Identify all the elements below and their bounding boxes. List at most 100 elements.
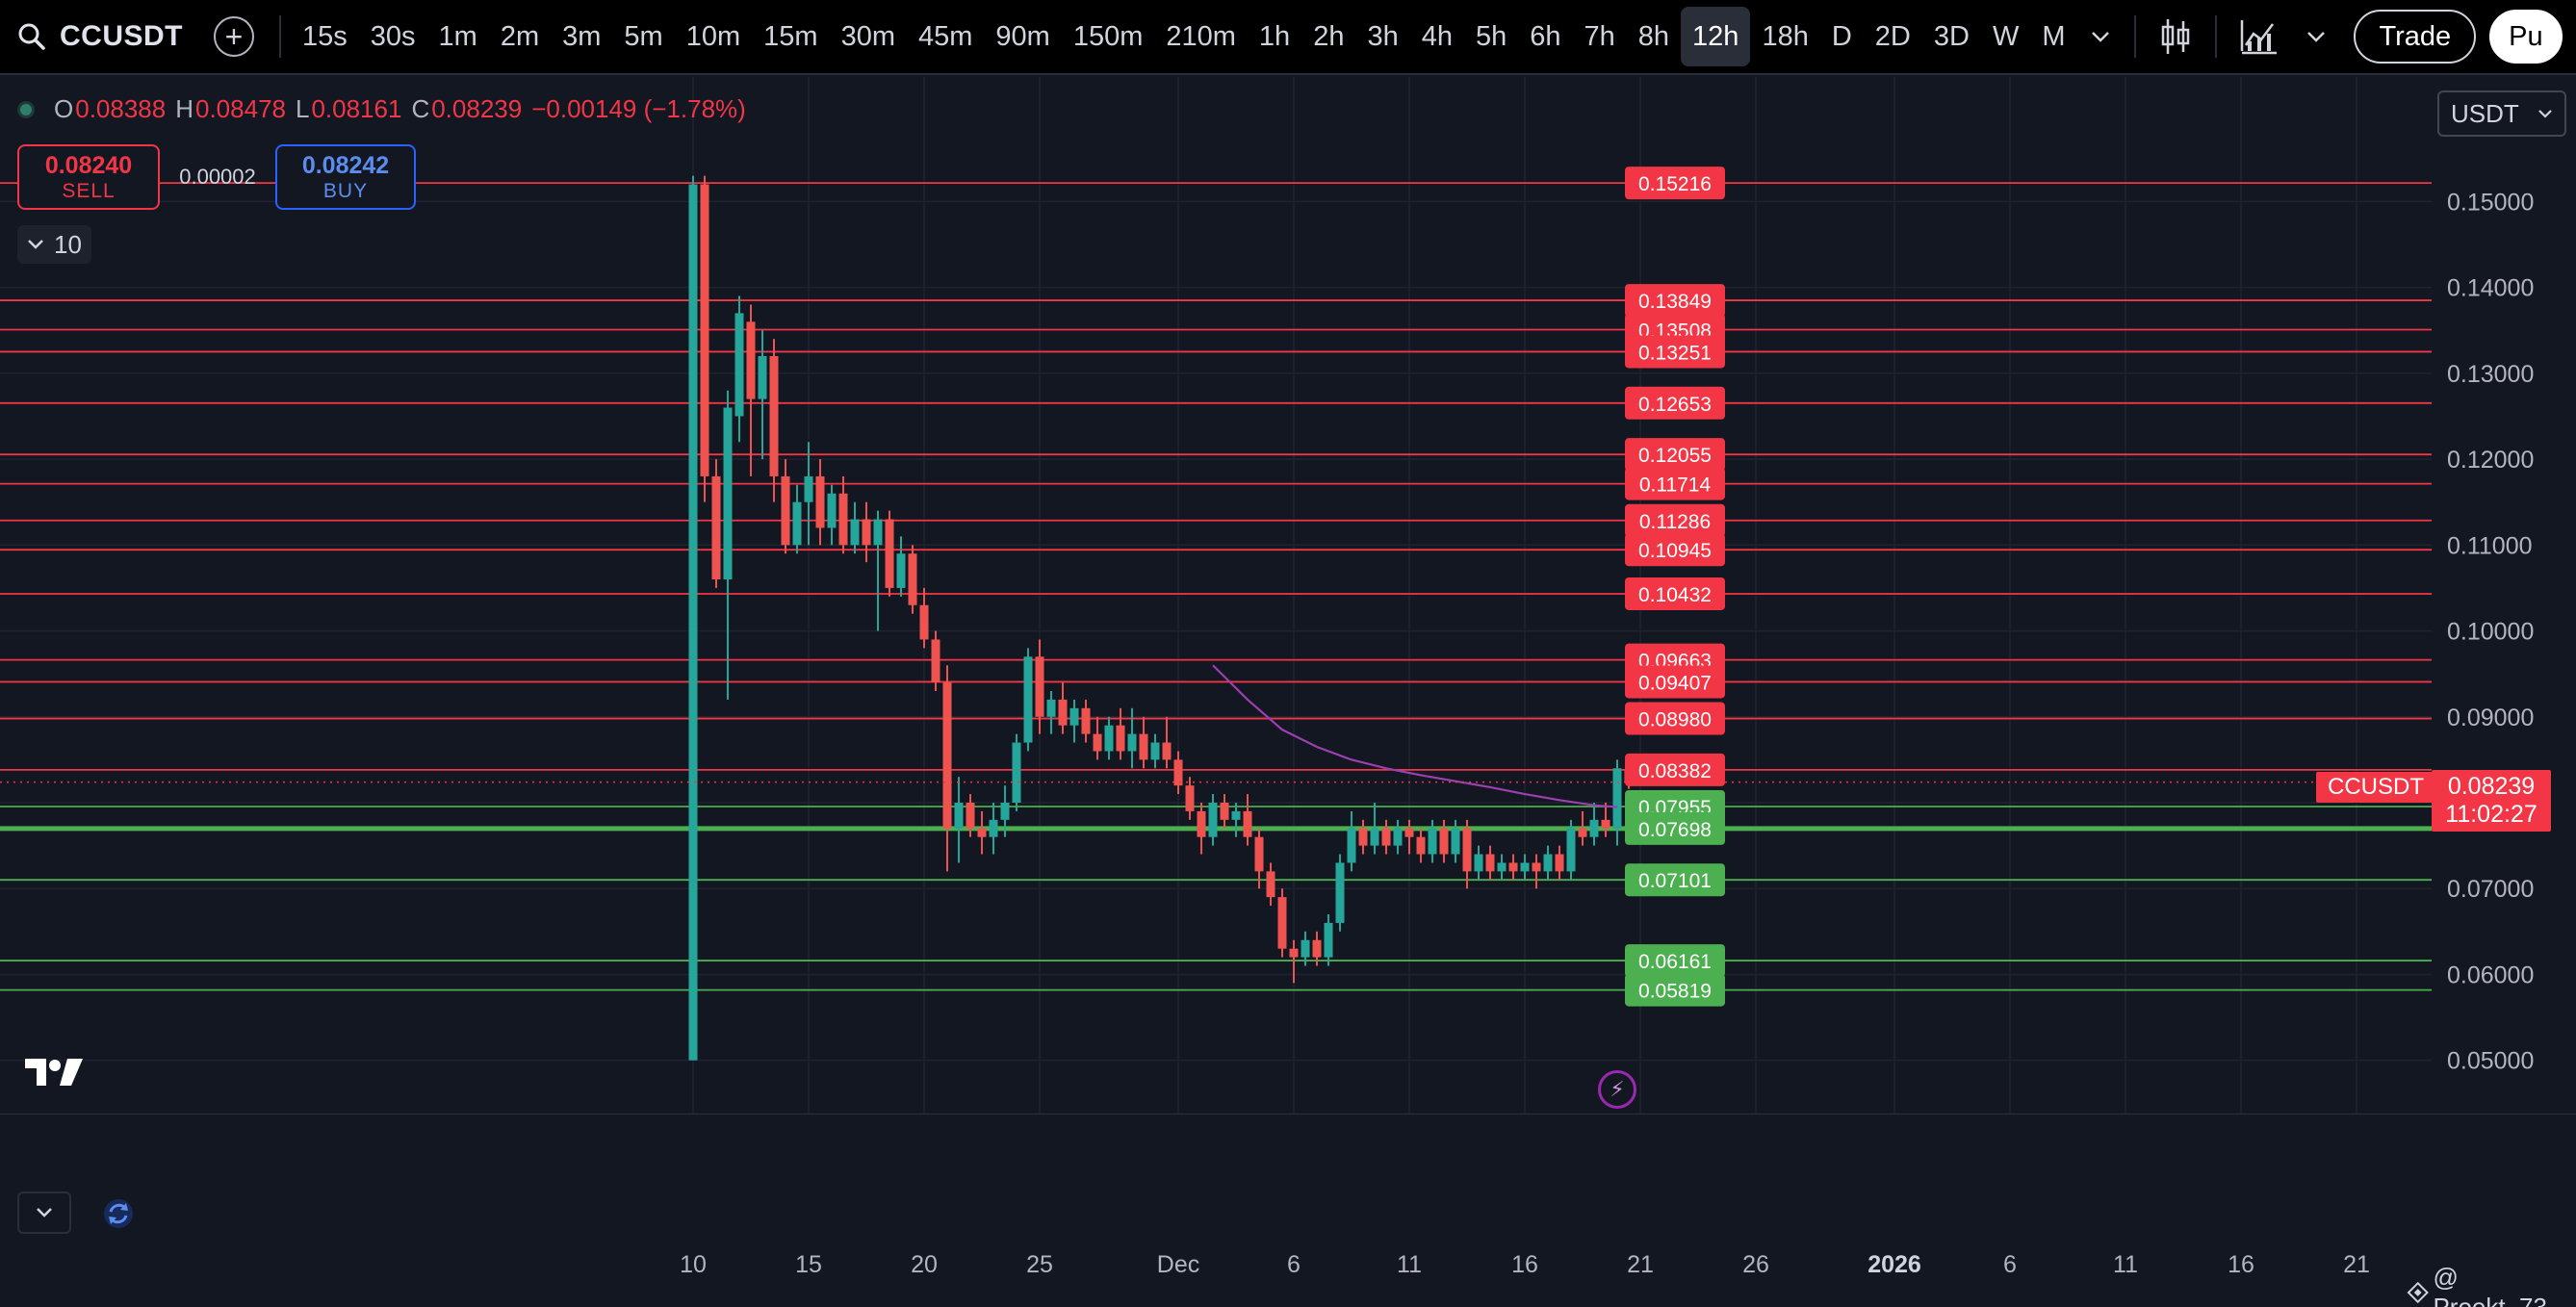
candle <box>1243 794 1252 846</box>
candle <box>1428 819 1437 863</box>
candle-body <box>1023 656 1033 743</box>
chevron-down-icon <box>28 240 43 249</box>
level-label-bg <box>1625 167 1725 200</box>
candle <box>1520 854 1530 881</box>
candle <box>1451 819 1460 863</box>
timeframe-3h[interactable]: 3h <box>1367 20 1399 52</box>
level-label-text: 0.08382 <box>1638 760 1712 782</box>
timeframe-2m[interactable]: 2m <box>500 20 540 52</box>
trade-button[interactable]: Trade <box>2354 10 2477 64</box>
candle-body <box>1254 836 1264 872</box>
timeframe-2D[interactable]: 2D <box>1874 20 1911 52</box>
collapse-panel-button[interactable] <box>17 1192 71 1234</box>
candle-body <box>1589 819 1599 837</box>
level-label-bg <box>1625 973 1725 1007</box>
timeframe-6h[interactable]: 6h <box>1530 20 1561 52</box>
sell-button[interactable]: 0.08240 SELL <box>17 144 160 210</box>
symbol-price-tag: CCUSDT <box>2316 772 2435 803</box>
candle <box>1347 810 1356 872</box>
time-tick-label: 26 <box>1742 1251 1769 1278</box>
timeframe-12h[interactable]: 12h <box>1681 7 1751 66</box>
timeframe-15s[interactable]: 15s <box>302 20 348 52</box>
timeframe-5m[interactable]: 5m <box>624 20 663 52</box>
candle <box>1543 845 1553 881</box>
timeframe-3m[interactable]: 3m <box>562 20 602 52</box>
time-axis[interactable]: 10 15 20 25 Dec 6 11 16 21 26 2026 6 11 16 21 <box>0 1222 2576 1304</box>
refresh-button[interactable] <box>102 1197 135 1235</box>
candle <box>1508 854 1518 881</box>
indicators-button[interactable] <box>2227 7 2292 66</box>
candle-body <box>815 475 825 528</box>
candle <box>954 777 964 863</box>
timeframe-45m[interactable]: 45m <box>917 20 973 52</box>
level-label: 0.11714 <box>1625 467 1725 500</box>
candle-body <box>711 475 721 579</box>
timeframe-1m[interactable]: 1m <box>438 20 477 52</box>
tradingview-logo-icon <box>25 1059 83 1086</box>
level-label-text: 0.12055 <box>1638 445 1712 467</box>
status-dot <box>17 100 35 118</box>
timeframe-30s[interactable]: 30s <box>370 20 416 52</box>
publish-button[interactable]: Pu <box>2489 10 2563 64</box>
candle-body <box>1347 828 1356 863</box>
timeframe-D[interactable]: D <box>1831 20 1852 52</box>
level-label-bg <box>1625 577 1725 610</box>
candle-body <box>688 184 698 1061</box>
timeframe-M[interactable]: M <box>2042 20 2066 52</box>
level-label: 0.15216 <box>1625 167 1725 200</box>
timeframe-W[interactable]: W <box>1992 20 2020 52</box>
timeframe-8h[interactable]: 8h <box>1637 20 1670 52</box>
candle <box>1566 819 1576 881</box>
buy-button[interactable]: 0.08242 BUY <box>275 144 416 210</box>
high-value: 0.08478 <box>195 94 286 123</box>
candle <box>873 510 883 631</box>
candle-body <box>1266 871 1275 898</box>
timeframe-7h[interactable]: 7h <box>1584 20 1615 52</box>
level-label-text: 0.09407 <box>1638 672 1712 694</box>
candle-body <box>1335 862 1345 923</box>
candle <box>1023 648 1033 752</box>
watermark-text: @ Prоekt_73 <box>2433 1263 2547 1307</box>
indicator-toggle-button[interactable]: 10 <box>17 225 91 264</box>
timeframe-4h[interactable]: 4h <box>1421 20 1453 52</box>
candle <box>1485 845 1495 881</box>
alert-bolt-icon[interactable]: ⚡ <box>1598 1070 1636 1109</box>
timeframe-90m[interactable]: 90m <box>995 20 1050 52</box>
timeframe-dropdown[interactable] <box>2076 7 2125 66</box>
candle-body <box>1139 733 1148 760</box>
compare-add-button[interactable]: + <box>214 16 254 57</box>
timeframe-3D[interactable]: 3D <box>1933 20 1970 52</box>
candle-body <box>1277 897 1287 949</box>
candle <box>723 390 733 700</box>
timeframe-1h[interactable]: 1h <box>1258 20 1291 52</box>
candle <box>908 545 917 614</box>
candle <box>1404 819 1414 855</box>
candle <box>1381 819 1391 855</box>
candle-body <box>1012 742 1021 803</box>
chevron-down-icon <box>2538 110 2552 118</box>
level-label-bg <box>1625 702 1725 735</box>
time-tick-label: 10 <box>680 1251 707 1278</box>
candle-body <box>1451 828 1460 855</box>
price-axis[interactable]: 0.15000 0.14000 0.13000 0.12000 0.11000 0.100… <box>2432 77 2576 1114</box>
price-chart[interactable]: 0.152160.138490.135080.132510.126530.120… <box>0 77 2432 1114</box>
symbol-search[interactable]: CCUSDT <box>0 0 196 74</box>
candle-body <box>1497 862 1507 872</box>
timeframe-15m[interactable]: 15m <box>763 20 818 52</box>
timeframe-210m[interactable]: 210m <box>1166 20 1236 52</box>
timeframe-10m[interactable]: 10m <box>685 20 741 52</box>
candle-body <box>746 321 756 399</box>
candle <box>850 501 860 554</box>
candle <box>1185 777 1195 820</box>
currency-select[interactable]: USDT <box>2437 90 2566 137</box>
timeframe-2h[interactable]: 2h <box>1313 20 1345 52</box>
candle-body <box>827 493 837 528</box>
timeframe-30m[interactable]: 30m <box>840 20 895 52</box>
indicators-dropdown[interactable] <box>2292 7 2340 66</box>
timeframe-150m[interactable]: 150m <box>1072 20 1144 52</box>
chart-type-button[interactable] <box>2146 7 2205 66</box>
timeframe-18h[interactable]: 18h <box>1762 20 1809 52</box>
tradingview-logo[interactable] <box>25 1057 85 1092</box>
candle-body <box>1197 810 1206 837</box>
timeframe-5h[interactable]: 5h <box>1475 20 1507 52</box>
